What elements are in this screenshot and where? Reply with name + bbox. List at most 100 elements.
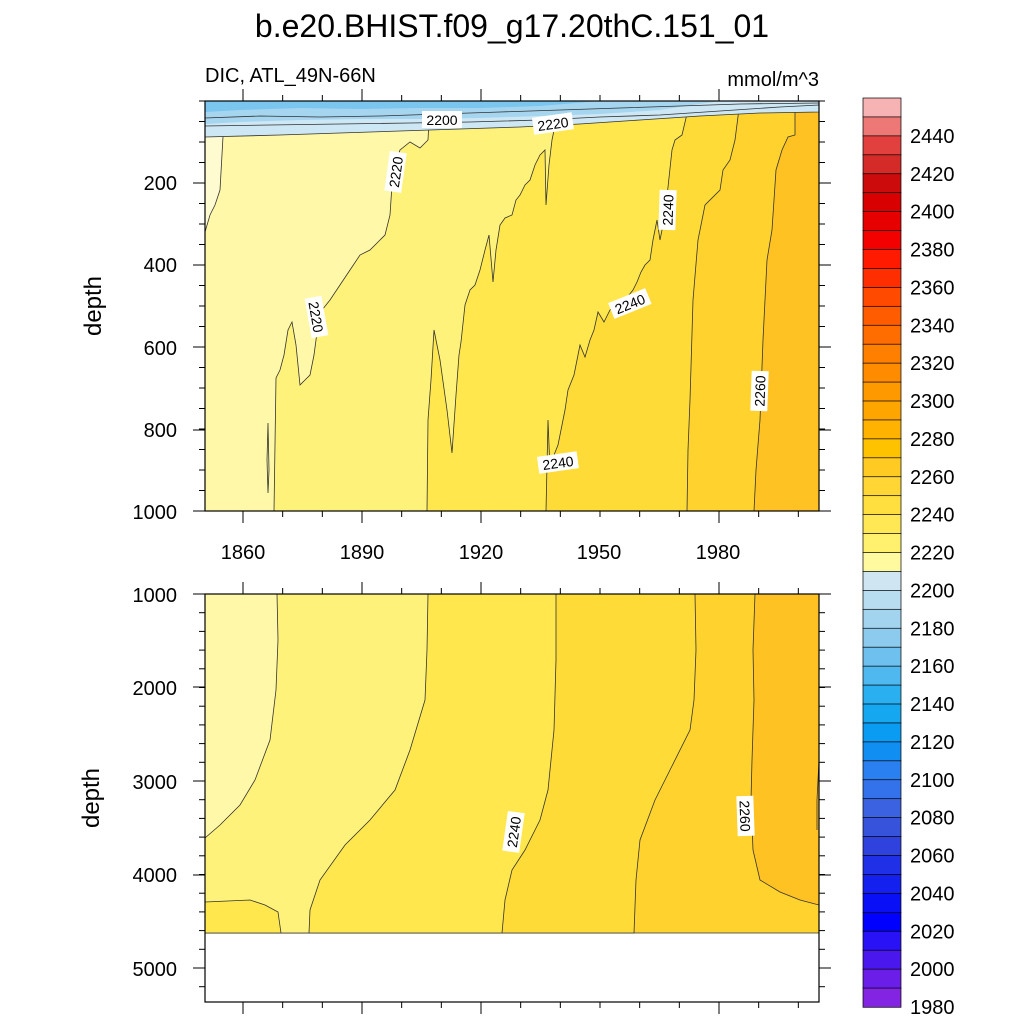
colorbar-swatch [862,552,902,573]
colorbar-swatch [862,495,902,516]
y-tick-label: 200 [144,173,177,195]
colorbar-tick-label: 2400 [910,202,955,224]
colorbar-tick-label: 2060 [910,846,955,868]
colorbar-swatch [862,438,902,459]
contour-label: 2240 [504,815,524,848]
colorbar-tick-label: 2200 [910,580,955,602]
contour-label: 2260 [751,375,768,407]
colorbar-swatch [862,949,902,970]
colorbar-swatch [862,343,902,364]
x-tick-label: 1860 [221,542,266,564]
colorbar-tick-label: 2160 [910,656,955,678]
colorbar-swatch [862,874,902,895]
colorbar-swatch [862,646,902,667]
y-tick-label: 4000 [133,865,178,887]
x-tick-label: 1980 [696,542,741,564]
upper-y-tick-labels: 200 400 600 800 1000 [133,173,178,524]
colorbar-swatch [862,287,902,307]
colorbar-swatch [862,400,902,421]
colorbar-tick-label: 2220 [910,543,955,565]
colorbar-swatch [862,476,902,497]
colorbar-swatch [862,97,902,118]
colorbar-swatch [862,627,902,648]
colorbar-swatch [862,173,902,194]
colorbar-tick-label: 1980 [910,997,955,1019]
y-tick-label: 2000 [133,678,178,700]
upper-y-axis-label: depth [80,276,107,336]
colorbar-swatch [862,249,902,270]
colorbar-swatch [862,457,902,478]
colorbar-swatch [862,590,902,610]
chart-title: b.e20.BHIST.f09_g17.20thC.151_01 [255,8,769,44]
x-tick-label: 1920 [459,542,504,564]
contour-label: 2220 [305,300,326,334]
colorbar-tick-label: 2300 [910,391,955,413]
lower-y-axis-label: depth [78,768,105,828]
lower-panel: 2240 2260 1000 2000 3000 4000 5000 depth [78,582,831,1014]
colorbar-swatch [862,930,902,951]
y-tick-label: 1000 [133,502,178,524]
variable-region-label: DIC, ATL_49N-66N [205,65,376,87]
colorbar-swatch [862,608,902,629]
colorbar-swatch [862,381,902,402]
colorbar-tick-label: 2100 [910,770,955,792]
colorbar-swatch [862,154,902,175]
colorbar-swatch [862,116,902,137]
colorbar-swatch [862,741,902,762]
colorbar-tick-label: 2420 [910,164,955,186]
colorbar-swatch [862,798,902,819]
y-tick-label: 3000 [133,772,178,794]
colorbar-swatch [862,760,902,781]
lower-y-tick-labels: 1000 2000 3000 4000 5000 [133,585,178,981]
colorbar-swatch [862,817,902,838]
colorbar-tick-label: 2380 [910,240,955,262]
colorbar-swatch [862,192,902,213]
lower-plot-frame [204,593,820,1003]
upper-contour-surface-1 [205,102,819,119]
colorbar-tick-label: 2020 [910,921,955,943]
colorbar-swatch [862,665,902,686]
colorbar-tick-label: 2240 [910,505,955,527]
colorbar-swatch [862,836,902,857]
lower-band-2210-2220 [205,594,279,839]
upper-panel: 2200 2220 2220 2220 2240 2240 [80,89,831,564]
colorbar-swatch [862,533,902,554]
units-label: mmol/m^3 [727,69,819,91]
contour-label: 2220 [536,114,569,134]
y-tick-label: 400 [144,255,177,277]
contour-label: 2200 [426,112,457,128]
y-tick-label: 800 [144,420,177,442]
y-tick-label: 5000 [133,959,178,981]
colorbar-swatch [862,779,902,800]
colorbar-tick-label: 2320 [910,353,955,375]
upper-x-tick-labels: 1860 1890 1920 1950 1980 [221,542,741,564]
colorbar-tick-label: 2280 [910,429,955,451]
upper-tick-marks [193,89,831,523]
upper-band-2160 [205,101,600,112]
contour-label: 2220 [386,155,406,188]
colorbar-tick-label: 2260 [910,467,955,489]
colorbar-tick-label: 2140 [910,694,955,716]
colorbar-swatch [862,324,902,345]
lower-contour-labels: 2240 2260 [502,795,755,853]
x-tick-label: 1890 [340,542,385,564]
colorbar-swatch [862,135,902,156]
lower-contour-right-edge [816,759,819,830]
colorbar-swatch [862,419,902,440]
y-tick-label: 1000 [133,585,178,607]
colorbar-swatch [862,305,902,326]
colorbar-tick-label: 2340 [910,315,955,337]
colorbar-swatch [862,230,902,251]
lower-tick-marks [193,582,831,1014]
upper-contour-deep-left [266,422,270,494]
contour-label: 2240 [541,453,574,473]
colorbar-swatch [862,211,902,232]
colorbar-tick-label: 2040 [910,883,955,905]
colorbar-swatch [862,362,902,383]
colorbar: 2440 2420 2400 2380 2360 2340 2320 2300 2280 2260… [862,97,955,1019]
colorbar-swatch [862,684,902,705]
colorbar-tick-label: 2360 [910,277,955,299]
colorbar-swatch [862,911,902,932]
contour-label: 2240 [659,194,676,226]
